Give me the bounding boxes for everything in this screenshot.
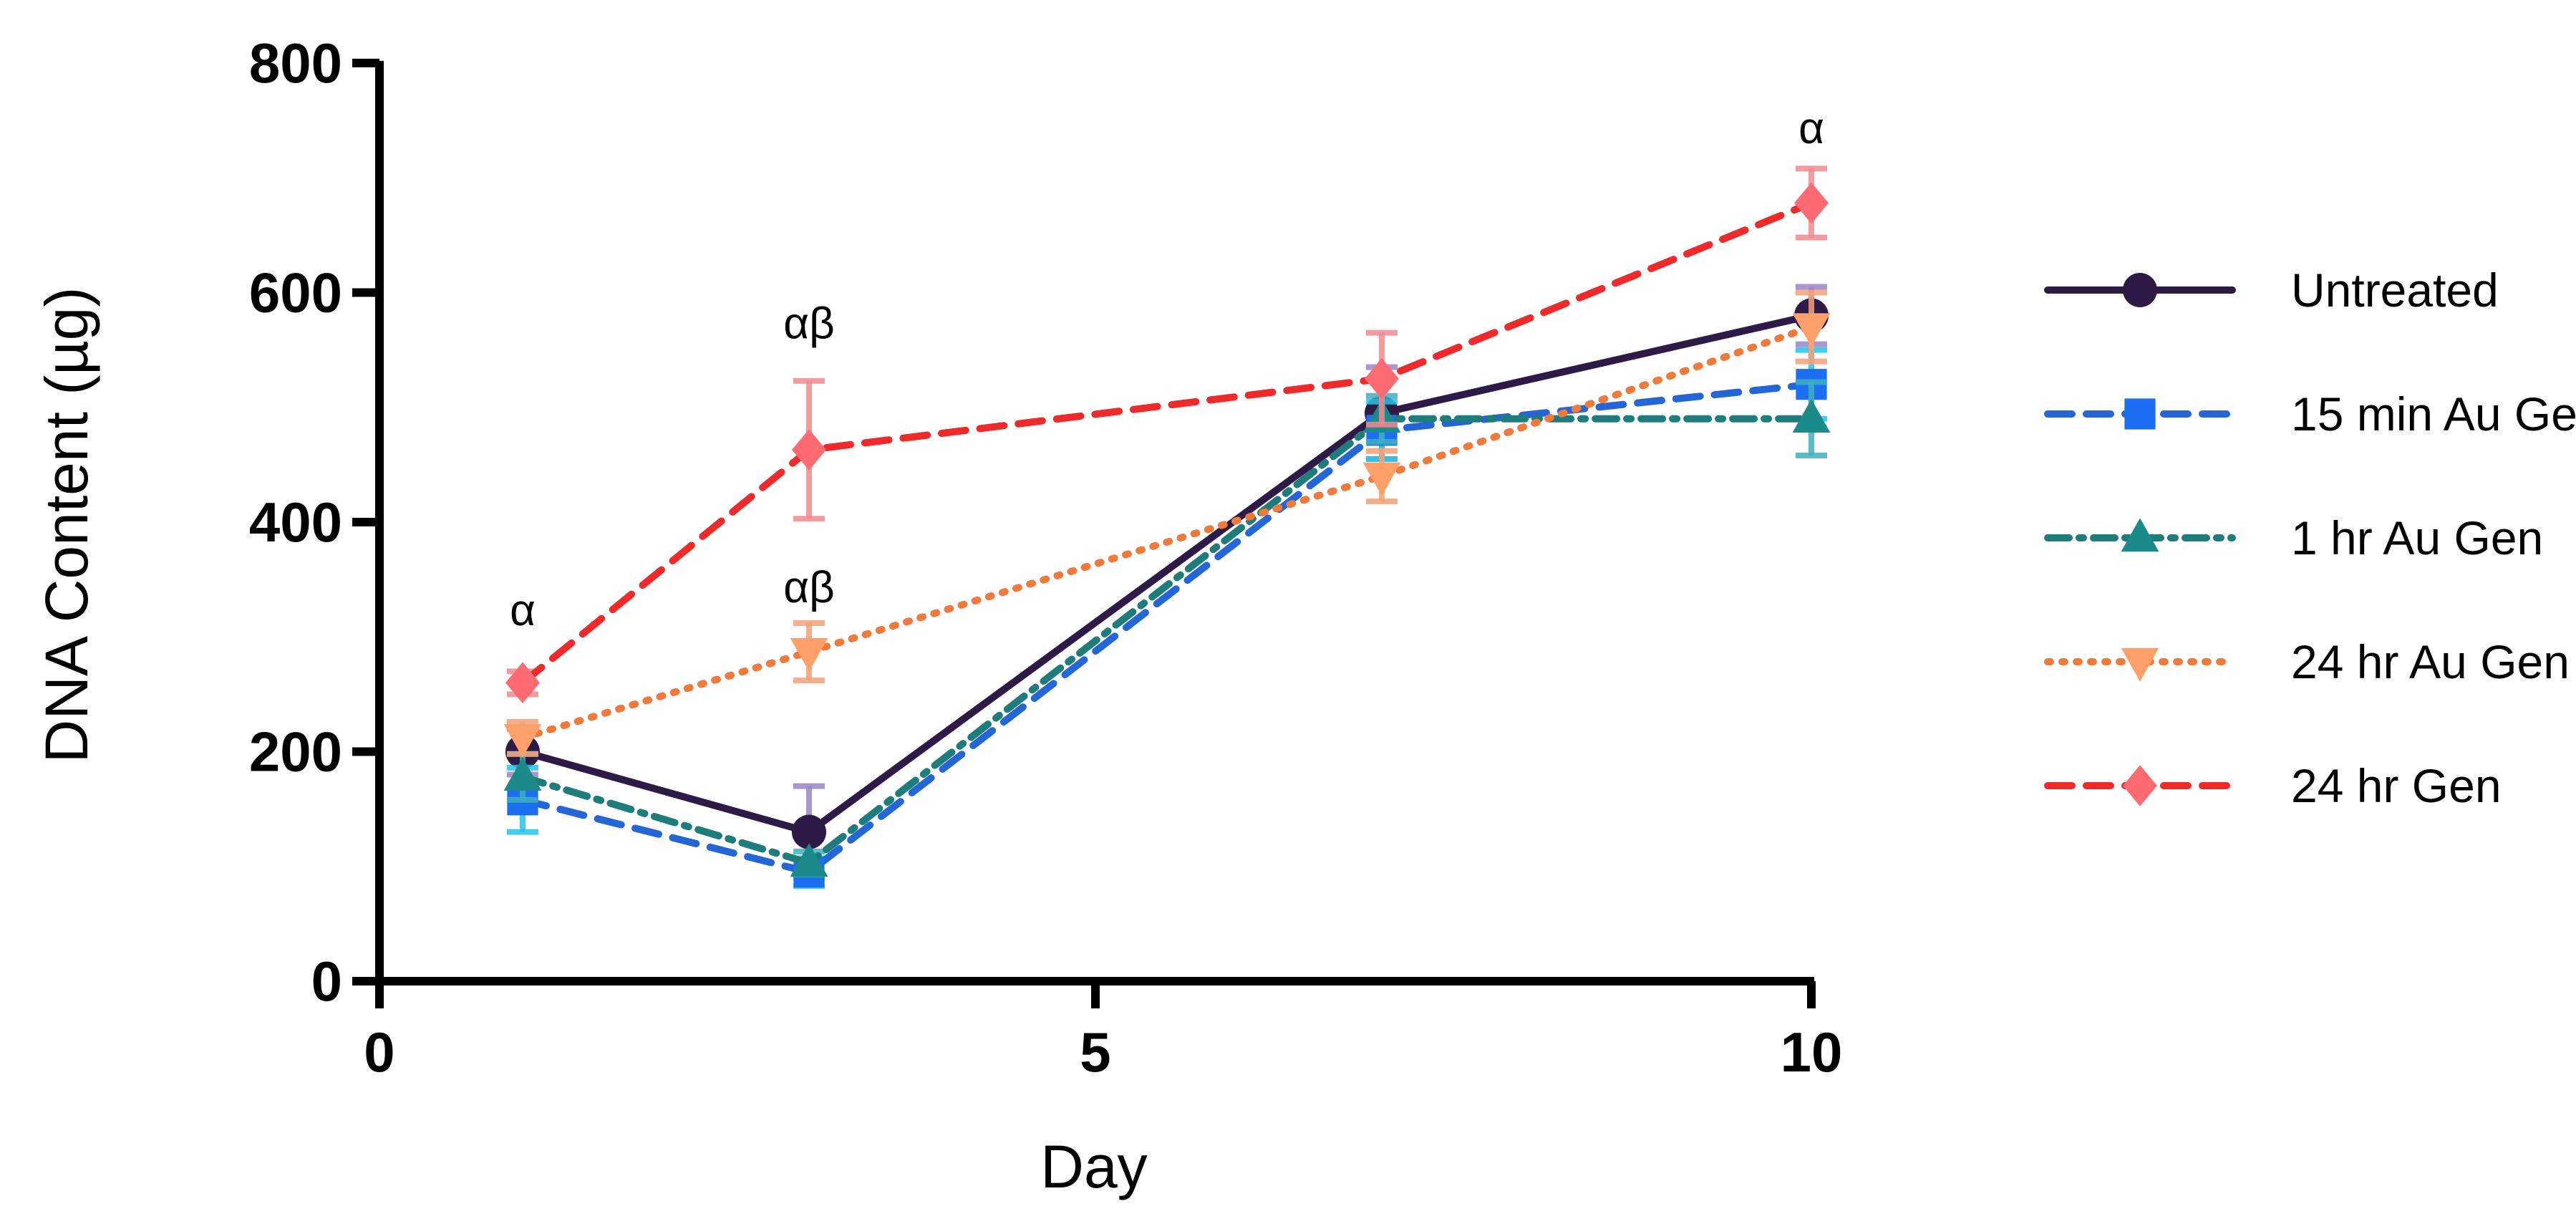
series-15-min-au-gen (507, 347, 1827, 889)
data-point-24-hr-gen (1365, 357, 1399, 400)
y-tick-label: 200 (249, 720, 342, 784)
legend-item-15-min-au-gen: 15 min Au Gen (2044, 387, 2576, 440)
series-line-1-hr-au-gen (519, 415, 1815, 867)
data-point-24-hr-au-gen (1792, 313, 1831, 347)
x-tick-label: 5 (1080, 1021, 1110, 1084)
legend-item-24-hr-gen: 24 hr Gen (2044, 759, 2502, 812)
legend-label: 15 min Au Gen (2291, 387, 2576, 440)
annotations: α αβ αβ α (510, 104, 1824, 635)
legend-label: 24 hr Gen (2291, 759, 2502, 812)
y-tick-label: 400 (249, 491, 342, 554)
series-line-24-hr-gen (519, 199, 1815, 687)
series-24-hr-au-gen (503, 289, 1831, 758)
x-axis-title: Day (1040, 1133, 1147, 1200)
significance-annotation: αβ (783, 563, 835, 612)
legend: Untreated 15 min Au Gen 1 hr Au Gen 24 hr A… (2044, 264, 2576, 812)
axes: 0 200 400 600 800 0 5 10 (249, 32, 1843, 1084)
legend-marker (2123, 273, 2157, 307)
data-point-24-hr-gen (1794, 182, 1829, 224)
legend-label: 24 hr Au Gen (2291, 635, 2570, 688)
legend-marker (2124, 398, 2156, 430)
x-tick-label: 0 (364, 1021, 394, 1084)
data-point-1-hr-au-gen (790, 843, 828, 877)
data-point-24-hr-gen (505, 662, 540, 704)
data-point-untreated (792, 814, 826, 849)
series-line-untreated (519, 312, 1815, 836)
data-point-24-hr-gen (792, 429, 826, 471)
data-point-1-hr-au-gen (1792, 399, 1831, 433)
legend-label: Untreated (2291, 264, 2499, 317)
legend-marker (2123, 765, 2157, 806)
legend-item-untreated: Untreated (2044, 264, 2499, 317)
series-line-15-min-au-gen (519, 380, 1815, 876)
significance-annotation: α (1798, 104, 1824, 153)
data-point-1-hr-au-gen (503, 757, 542, 791)
y-tick-label: 0 (311, 950, 342, 1013)
y-axis-title: DNA Content (µg) (33, 287, 100, 763)
series-line-24-hr-au-gen (519, 323, 1815, 742)
y-tick-label: 600 (249, 261, 342, 324)
y-tick-label: 800 (249, 32, 342, 95)
significance-annotation: α (510, 586, 536, 635)
legend-label: 1 hr Au Gen (2291, 511, 2543, 564)
series-group (503, 165, 1831, 889)
series-24-hr-gen (505, 165, 1829, 704)
legend-item-1-hr-au-gen: 1 hr Au Gen (2044, 511, 2543, 564)
x-tick-label: 10 (1781, 1021, 1843, 1084)
legend-item-24-hr-au-gen: 24 hr Au Gen (2044, 635, 2570, 688)
legend-marker (2121, 518, 2159, 552)
data-point-24-hr-au-gen (790, 637, 828, 672)
data-point-24-hr-au-gen (503, 724, 542, 758)
data-point-24-hr-au-gen (1362, 462, 1401, 496)
significance-annotation: αβ (783, 299, 835, 349)
legend-marker (2121, 647, 2159, 682)
